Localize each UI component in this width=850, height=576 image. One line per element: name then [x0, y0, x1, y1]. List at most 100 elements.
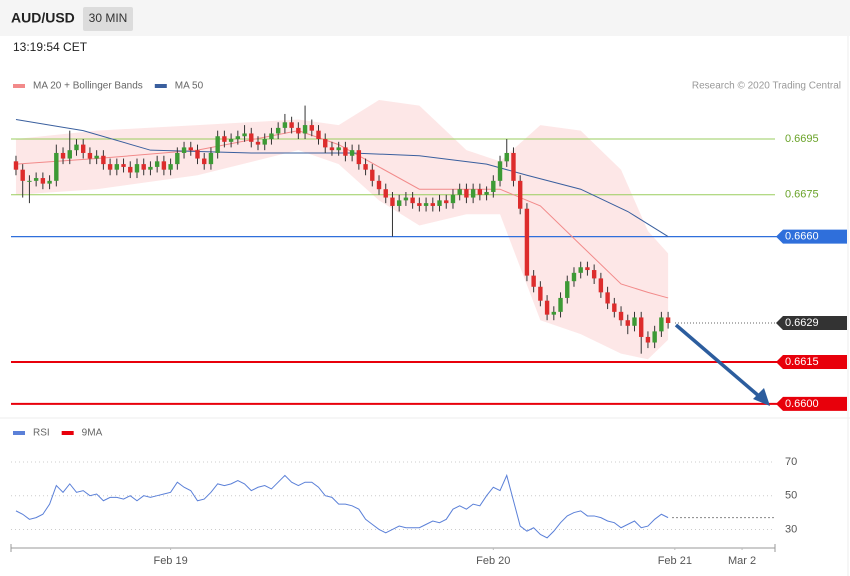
candle-body: [645, 336, 651, 343]
candle-body: [444, 200, 449, 204]
candle-body: [175, 152, 180, 165]
candle-body: [27, 180, 32, 182]
candle-body: [363, 164, 368, 170]
candle-body: [107, 164, 113, 170]
legend-label: MA 50: [175, 81, 204, 92]
candle-body: [349, 150, 355, 156]
price-panel: MA 20 + Bollinger Bands MA 50 0.6695 0.6675…: [11, 81, 847, 411]
candle-body: [20, 169, 25, 181]
candle-body: [551, 311, 557, 315]
candle-body: [282, 122, 288, 128]
candle-body: [114, 164, 120, 170]
candle-body: [565, 281, 570, 298]
candle-body: [168, 164, 173, 170]
level-badge: [776, 355, 847, 370]
candle-body: [262, 139, 267, 145]
forecast-arrow-head: [753, 388, 770, 406]
candle-body: [578, 267, 583, 273]
candle-body: [13, 161, 19, 170]
candle-body: [410, 197, 415, 204]
candle-body: [323, 139, 328, 148]
candle-body: [154, 161, 160, 167]
candle-body: [497, 161, 503, 181]
candle-body: [134, 164, 140, 173]
candle-body: [504, 152, 509, 162]
candle-body: [491, 180, 496, 192]
candle-body: [544, 300, 550, 315]
candle-body: [87, 152, 93, 159]
candle-body: [370, 169, 375, 181]
timestamp: 13:19:54 CET: [13, 40, 88, 54]
candle-body: [181, 147, 187, 153]
candle-body: [302, 125, 308, 134]
candle-body: [40, 178, 46, 184]
candle-body: [228, 139, 234, 142]
level-label: 0.6615: [785, 356, 819, 368]
candle-body: [296, 127, 301, 134]
candle-body: [605, 292, 610, 304]
candle-body: [101, 155, 106, 165]
legend-label: 9MA: [82, 428, 103, 439]
candle-body: [477, 189, 483, 195]
candle-body: [195, 150, 200, 159]
y-tick-label: 30: [785, 523, 797, 535]
timeframe: 30 MIN: [89, 11, 128, 25]
candle-body: [356, 150, 362, 165]
candle-body: [208, 152, 214, 165]
candle-body: [249, 133, 254, 142]
current-price-label: 0.6629: [785, 317, 819, 329]
candle-body: [558, 297, 563, 312]
current-price-badge: [776, 316, 847, 331]
candle-body: [202, 158, 207, 165]
candle-body: [571, 272, 577, 282]
candle-body: [222, 136, 227, 142]
candle-body: [652, 331, 657, 343]
candle-body: [74, 144, 79, 151]
candle-body: [639, 317, 644, 337]
level-label: 0.6695: [785, 133, 819, 145]
candle-body: [255, 141, 261, 145]
candle-body: [81, 144, 86, 153]
candle-body: [659, 317, 664, 332]
candle-body: [538, 286, 543, 301]
candle-body: [437, 200, 442, 206]
moving-average: [15, 130, 669, 299]
level-label: 0.6660: [785, 230, 819, 242]
candle-body: [625, 320, 630, 326]
y-tick-label: 70: [785, 456, 797, 468]
candle-body: [289, 122, 294, 128]
candle-body: [148, 166, 153, 170]
candle-body: [161, 161, 167, 170]
x-tick-label: Mar 2: [728, 555, 756, 567]
candle-body: [269, 133, 274, 140]
candle-body: [376, 180, 382, 190]
candle-body: [215, 136, 220, 153]
candle-body: [524, 208, 530, 276]
candle-body: [457, 189, 462, 195]
legend-swatch: [61, 431, 74, 435]
candle-body: [484, 191, 489, 195]
candle-body: [60, 152, 66, 159]
candle-body: [329, 147, 335, 151]
candle-body: [383, 189, 388, 198]
level-badge: [776, 396, 847, 411]
candle-body: [128, 166, 133, 173]
legend-swatch: [13, 84, 25, 88]
candle-body: [423, 203, 429, 206]
candle-body: [242, 133, 247, 137]
level-label: 0.6675: [785, 189, 819, 201]
legend-label: RSI: [33, 428, 50, 439]
bollinger-band: [15, 100, 669, 360]
candle-body: [403, 197, 409, 201]
source-note: Research © 2020 Trading Central: [692, 81, 841, 92]
candle-body: [464, 189, 469, 198]
y-tick-label: 50: [785, 490, 797, 502]
candle-body: [531, 275, 536, 287]
candle-body: [309, 125, 314, 131]
candle-body: [188, 147, 193, 151]
candle-body: [94, 155, 99, 159]
candle-body: [275, 127, 281, 134]
candle-body: [450, 194, 456, 204]
x-tick-label: Feb 21: [658, 555, 692, 567]
